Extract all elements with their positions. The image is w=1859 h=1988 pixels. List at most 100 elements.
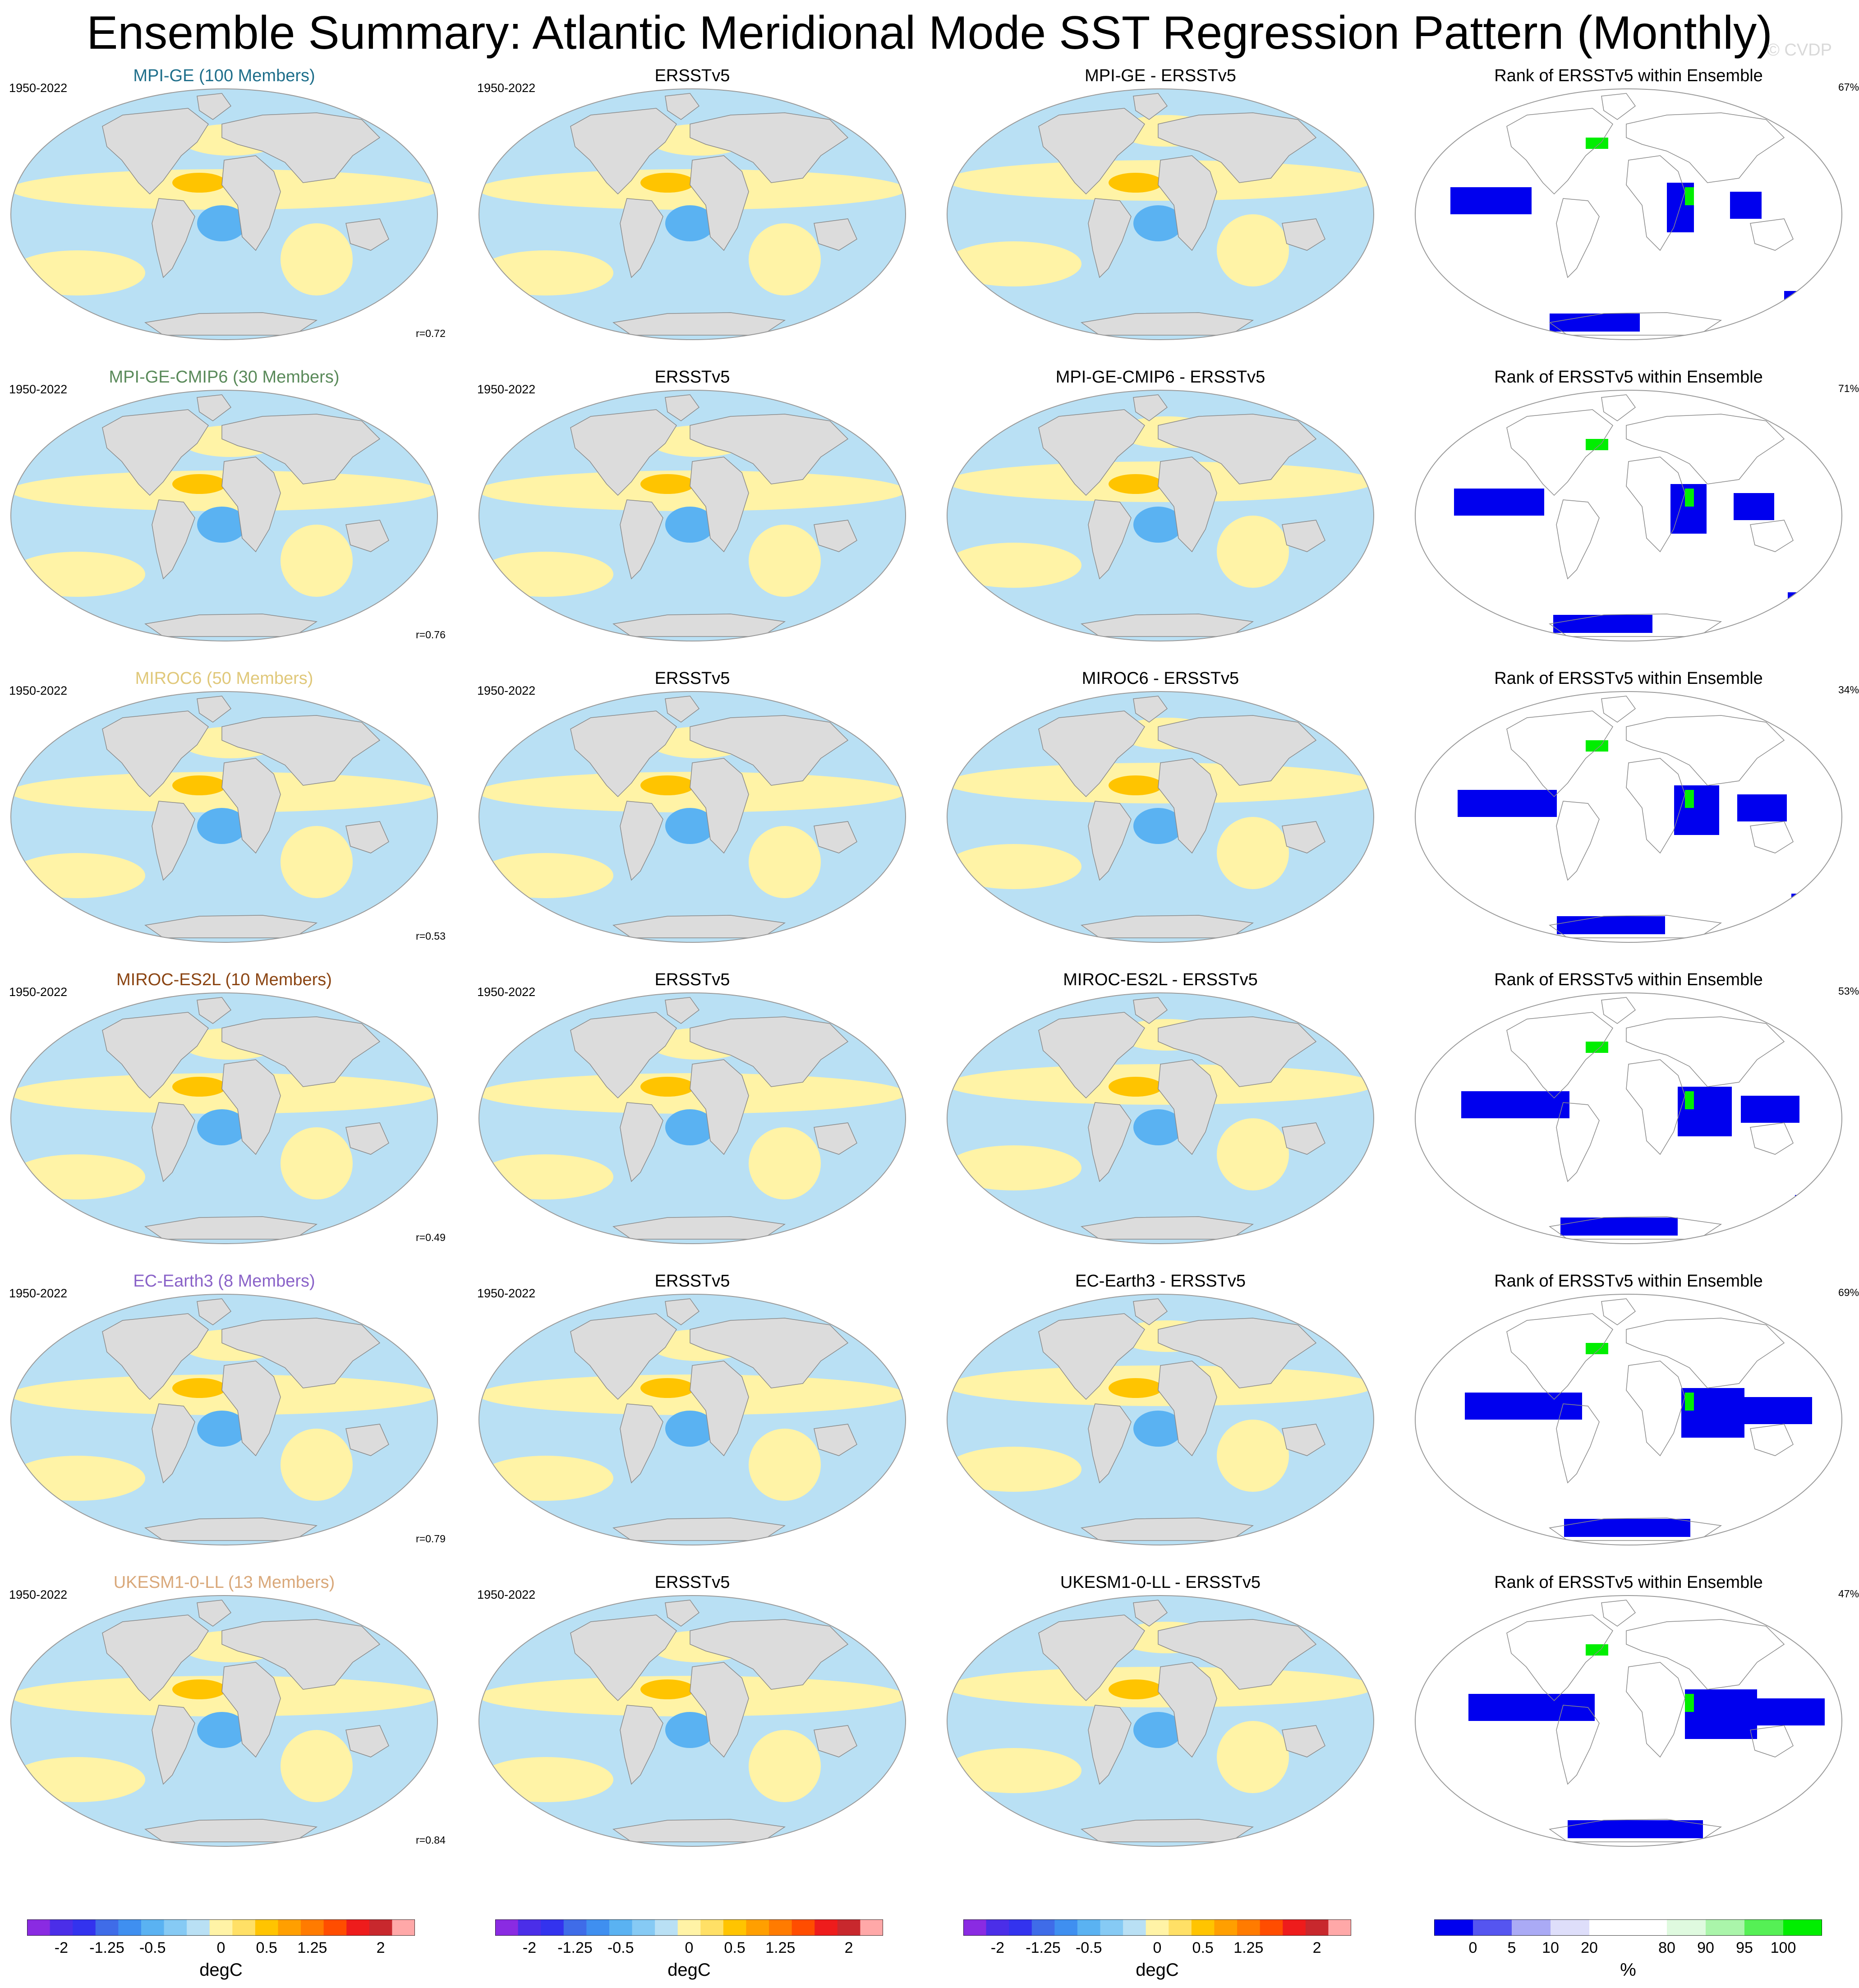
warm-anomaly-region [1217,1118,1289,1190]
warm-anomaly-region [479,853,613,898]
rank-low-region [1568,1820,1703,1838]
warm-anomaly-region [479,772,906,812]
land-mask [1158,715,1317,786]
colorbar-tick-label: -2 [990,1939,1004,1956]
rank-high-region [1437,1807,1455,1816]
colorbar-swatch [209,1919,233,1936]
rank-map [1414,691,1843,943]
warm-anomaly-region [479,1456,613,1501]
colorbar-tick-label: -2 [54,1939,68,1956]
land-mask [1038,1614,1145,1702]
warm-anomaly-region [947,543,1081,588]
rank-high-region [1437,300,1455,309]
rank-high-region [1437,1505,1455,1514]
obs-period-label: 1950-2022 [477,81,536,95]
rank-percent: 47% [1838,1588,1859,1600]
land-mask [102,1313,209,1400]
colorbar-swatch [655,1919,678,1936]
colorbar-swatch [1551,1919,1590,1936]
land-mask [152,801,195,881]
rank-low-region [1741,1096,1799,1123]
period-label: 1950-2022 [9,81,68,95]
land-mask [197,997,232,1024]
pattern-correlation: r=0.79 [416,1533,446,1545]
land-mask [1158,1662,1217,1758]
warm-anomaly-region [281,1127,353,1199]
land-mask [1038,710,1145,798]
rank-high-region [1586,1644,1608,1656]
rank-high-region [1586,1042,1608,1053]
land-mask [1133,1600,1168,1627]
warm-peak-region [172,474,226,494]
rank-low-region [1468,1694,1595,1721]
colorbar-tick-label: 2 [1312,1939,1321,1956]
rank-high-region [1437,601,1455,610]
obs-title: ERSSTv5 [654,669,730,688]
warm-anomaly-region [1217,214,1289,286]
obs-title: ERSSTv5 [654,368,730,387]
land-mask [345,821,389,853]
model-title: UKESM1-0-LL (13 Members) [113,1573,335,1592]
rank-low-region [1553,615,1652,633]
colorbar-unit: degC [667,1960,711,1980]
land-mask [620,1705,663,1785]
colorbar-swatch [1667,1919,1706,1936]
rank-low-region [1784,291,1825,309]
diff-title: EC-Earth3 - ERSSTv5 [1075,1272,1246,1291]
colorbar-swatch [746,1919,769,1936]
rank-high-region [1685,489,1694,507]
obs-period-label: 1950-2022 [477,985,536,999]
land-mask [102,108,209,195]
colorbar-tick-label: -2 [522,1939,536,1956]
rank-map [1414,1293,1843,1546]
colorbar-swatch [187,1919,210,1936]
land-mask [665,93,700,120]
land-mask [814,1424,857,1456]
colorbar-tick-label: 2 [376,1939,385,1956]
rank-title: Rank of ERSSTv5 within Ensemble [1494,1272,1763,1291]
land-mask [102,710,209,798]
warm-anomaly-region [11,1154,145,1199]
warm-anomaly-region [479,552,613,597]
colorbar-tick-label: -0.5 [1075,1939,1102,1956]
land-mask [1088,499,1132,580]
warm-peak-region [1109,474,1163,494]
colorbar [1434,1919,1822,1936]
land-mask [102,1614,209,1702]
model-title: MIROC6 (50 Members) [135,669,313,688]
land-mask [102,1012,209,1099]
colorbar-swatch [1305,1919,1329,1936]
model-title: EC-Earth3 (8 Members) [133,1272,315,1291]
colorbar-tick-label: 10 [1542,1939,1559,1956]
warm-anomaly-region [11,169,437,210]
land-mask [665,394,700,421]
pattern-correlation: r=0.84 [416,1834,446,1846]
cold-anomaly-region [1133,808,1183,844]
colorbar-swatch [1260,1919,1283,1936]
land-mask [1133,1298,1168,1325]
colorbar-unit: degC [199,1960,243,1980]
rank-low-region [1788,592,1837,610]
warm-anomaly-region [11,552,145,597]
land-mask [665,696,700,723]
colorbar-tick-label: 0 [216,1939,225,1956]
warm-anomaly-region [1217,1420,1289,1492]
land-mask [690,1059,749,1155]
colorbar-swatch [255,1919,278,1936]
colorbar-swatch [563,1919,587,1936]
land-mask [570,409,677,496]
rank-percent: 71% [1838,383,1859,394]
land-mask [197,696,232,723]
colorbar-swatch [1283,1919,1306,1936]
rank-percent: 53% [1838,985,1859,997]
land-mask [1282,218,1325,251]
model-title: MIROC-ES2L (10 Members) [116,970,332,989]
colorbar-tick-label: 2 [844,1939,853,1956]
colorbar-swatch [1123,1919,1146,1936]
land-mask [221,1361,281,1457]
rank-low-region [1799,1496,1842,1514]
rank-low-region [1802,1798,1842,1816]
colorbar-tick-label: 0 [685,1939,694,1956]
warm-anomaly-region [947,1748,1081,1793]
land-mask [620,1102,663,1182]
